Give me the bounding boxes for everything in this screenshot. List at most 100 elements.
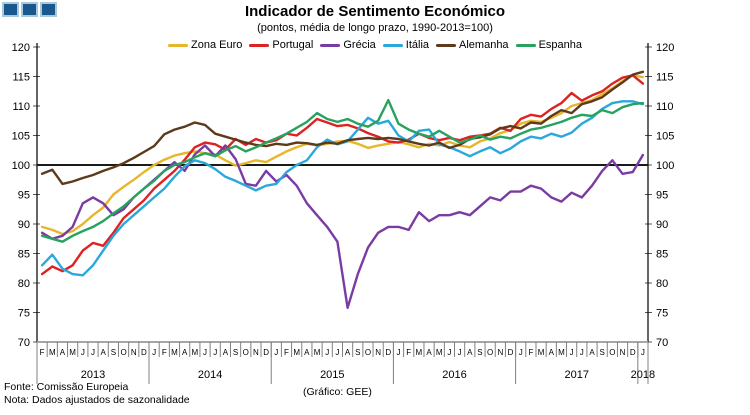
month-label: M (192, 348, 199, 357)
month-label: F (162, 348, 167, 357)
series-line-alemanha (40, 70, 645, 186)
month-label: A (549, 348, 555, 357)
y-axis-label-left: 75 (18, 308, 30, 320)
year-label: 2014 (198, 369, 222, 381)
month-label: A (467, 348, 473, 357)
year-label: 2016 (442, 369, 466, 381)
month-label: M (293, 348, 300, 357)
month-label: N (253, 348, 259, 357)
month-label: F (284, 348, 289, 357)
month-label: O (365, 348, 371, 357)
month-label: J (203, 348, 207, 357)
month-label: D (630, 348, 636, 357)
month-label: M (538, 348, 545, 357)
legend-swatch-icon (436, 43, 457, 47)
year-label: 2017 (564, 369, 588, 381)
y-axis-label-right: 105 (656, 131, 674, 143)
month-label: F (40, 348, 45, 357)
y-axis-label-left: 85 (18, 249, 30, 261)
logo-square-icon (40, 2, 57, 17)
y-axis-label-right: 120 (656, 42, 674, 54)
logo-square-icon (21, 2, 38, 17)
legend-item-italia: Itália (382, 39, 430, 51)
year-label: 2018 (631, 369, 655, 381)
y-axis-label-left: 90 (18, 219, 30, 231)
month-label: J (641, 348, 645, 357)
month-label: A (589, 348, 595, 357)
month-label: J (580, 348, 584, 357)
month-label: O (120, 348, 126, 357)
series-line-grecia (40, 144, 645, 309)
month-label: S (355, 348, 360, 357)
month-label: M (416, 348, 423, 357)
month-label: A (223, 348, 229, 357)
y-axis-label-left: 120 (12, 42, 30, 54)
month-label: A (60, 348, 66, 357)
adjustment-note: Nota: Dados ajustados de sazonalidade (4, 394, 190, 406)
month-label: M (314, 348, 321, 357)
month-label: A (426, 348, 432, 357)
month-label: M (558, 348, 565, 357)
year-label: 2015 (320, 369, 344, 381)
month-label: A (101, 348, 107, 357)
legend-label: Espanha (538, 39, 582, 51)
year-label: 2013 (81, 369, 105, 381)
y-axis-label-left: 105 (12, 131, 30, 143)
month-label: D (263, 348, 269, 357)
legend-swatch-icon (249, 43, 270, 47)
month-label: J (325, 348, 329, 357)
month-label: D (508, 348, 514, 357)
legend-swatch-icon (320, 43, 341, 47)
month-label: S (111, 348, 116, 357)
chart-subtitle: (pontos, média de longo prazo, 1990-2013… (257, 22, 493, 34)
month-label: J (274, 348, 278, 357)
legend-label: Itália (405, 39, 430, 51)
legend-label: Portugal (272, 39, 314, 51)
legend-swatch-icon (382, 43, 403, 47)
y-axis-label-left: 80 (18, 278, 30, 290)
legend-item-portugal: Portugal (249, 39, 313, 51)
month-label: S (233, 348, 238, 357)
month-label: A (182, 348, 188, 357)
y-axis-label-right: 80 (656, 278, 668, 290)
month-label: J (519, 348, 523, 357)
month-label: N (497, 348, 503, 357)
y-axis-label-right: 70 (656, 337, 668, 349)
y-axis-label-left: 110 (12, 101, 30, 113)
legend-swatch-icon (168, 43, 188, 47)
month-label: J (91, 348, 95, 357)
series-line-italia (40, 100, 645, 277)
month-label: J (335, 348, 339, 357)
legend-label: Alemanha (459, 39, 509, 51)
month-label: O (243, 348, 249, 357)
legend-item-zona-euro: Zona Euro (168, 39, 242, 51)
y-axis-label-left: 115 (12, 72, 30, 84)
y-axis-label-right: 110 (656, 101, 674, 113)
month-label: J (397, 348, 401, 357)
month-label: J (458, 348, 462, 357)
legend-swatch-icon (515, 43, 536, 47)
month-label: J (81, 348, 85, 357)
month-label: N (375, 348, 381, 357)
month-label: J (152, 348, 156, 357)
month-label: N (131, 348, 137, 357)
month-label: J (213, 348, 217, 357)
month-label: J (570, 348, 574, 357)
month-label: M (436, 348, 443, 357)
month-label: A (304, 348, 310, 357)
y-axis-label-right: 115 (656, 72, 674, 84)
month-label: M (69, 348, 76, 357)
month-label: O (487, 348, 493, 357)
legend-item-espanha: Espanha (515, 39, 582, 51)
month-label: F (528, 348, 533, 357)
chart-legend: Zona Euro Portugal Grécia Itália Alemanha Esp… (0, 39, 750, 51)
series-line-portugal (40, 74, 645, 276)
series-line-espanha (40, 98, 645, 243)
month-label: S (600, 348, 605, 357)
y-axis-label-right: 90 (656, 219, 668, 231)
month-label: D (141, 348, 147, 357)
legend-item-grecia: Grécia (320, 39, 376, 51)
month-label: N (620, 348, 626, 357)
